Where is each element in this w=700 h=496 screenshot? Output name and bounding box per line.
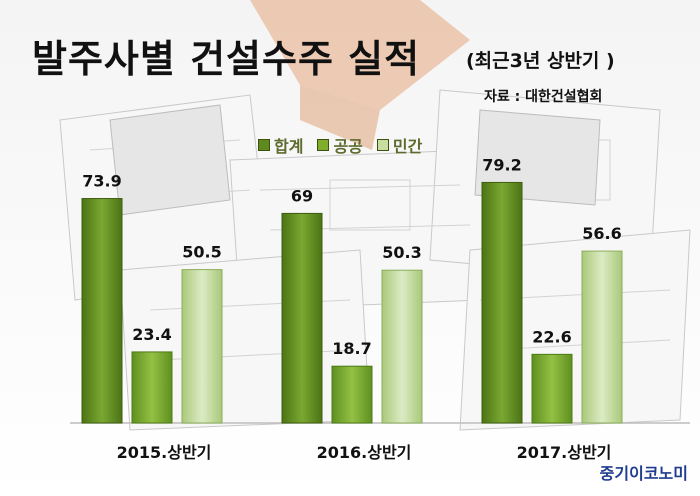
data-label-private-0: 50.5 [182, 243, 221, 262]
bar-total-1 [281, 212, 323, 424]
legend-label-total: 합계 [274, 137, 304, 156]
legend-label-public: 공공 [333, 137, 363, 156]
category-label-0: 2015.상반기 [117, 443, 212, 462]
data-label-public-2: 22.6 [532, 327, 571, 346]
chart-legend: 합계 공공 민간 [258, 133, 422, 157]
bar-private-0 [181, 269, 223, 424]
data-label-private-1: 50.3 [382, 243, 421, 262]
source-note: 자료 : 대한건설협회 [484, 89, 603, 105]
legend-swatch-total [258, 139, 270, 151]
data-label-private-2: 56.6 [582, 224, 621, 243]
page-subtitle: (최근3년 상반기 ) [466, 50, 615, 72]
data-label-total-2: 79.2 [482, 155, 521, 174]
bar-public-0 [131, 351, 173, 424]
page-title: 발주사별 건설수주 실적 [32, 37, 421, 81]
data-label-total-0: 73.9 [82, 172, 121, 191]
legend-label-private: 민간 [392, 137, 423, 156]
data-label-public-0: 23.4 [132, 325, 171, 344]
legend-item-private: 민간 [376, 133, 423, 157]
category-label-1: 2016.상반기 [317, 443, 412, 462]
bar-total-2 [481, 181, 523, 424]
data-label-public-1: 18.7 [332, 339, 371, 358]
brand-logo-text: 중기이코노미 [599, 464, 688, 483]
bar-public-2 [531, 353, 573, 424]
legend-item-public: 공공 [317, 133, 363, 157]
bar-total-0 [81, 198, 123, 424]
legend-item-total: 합계 [258, 133, 303, 157]
legend-swatch-private [376, 139, 389, 151]
bar-public-1 [331, 365, 373, 424]
category-label-2: 2017.상반기 [517, 443, 612, 462]
data-label-total-1: 69 [291, 186, 313, 205]
legend-swatch-public [317, 139, 330, 151]
bar-private-1 [381, 269, 423, 424]
bar-private-2 [581, 250, 623, 424]
